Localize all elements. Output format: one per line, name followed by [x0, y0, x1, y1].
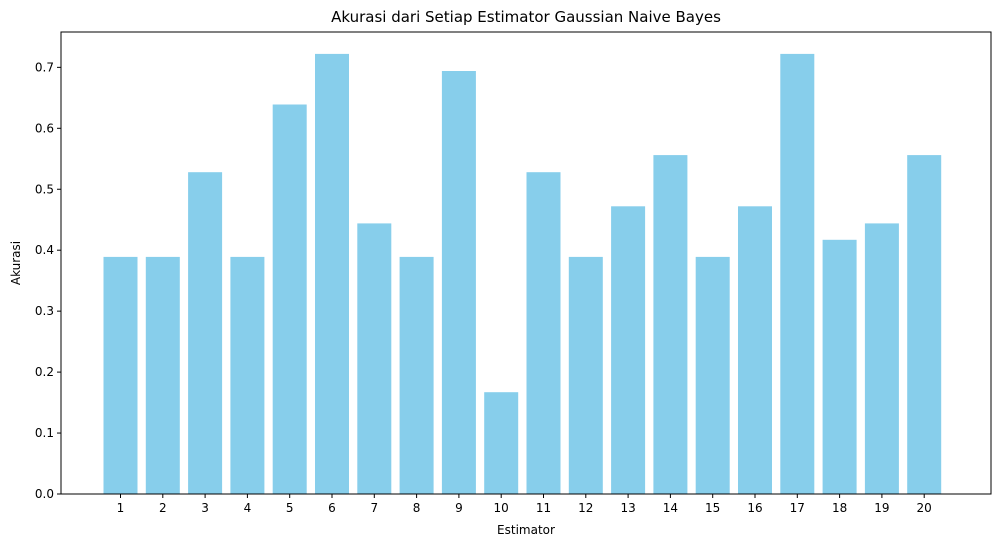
- bars-group: [103, 53, 942, 495]
- x-tick-label: 18: [832, 501, 847, 515]
- y-tick-label: 0.2: [35, 365, 54, 379]
- x-tick-label: 20: [917, 501, 932, 515]
- bar-15: [695, 256, 730, 494]
- x-tick-label: 8: [413, 501, 421, 515]
- y-tick-label: 0.3: [35, 304, 54, 318]
- x-axis-label: Estimator: [497, 523, 555, 537]
- x-tick-label: 1: [117, 501, 125, 515]
- bar-2: [145, 256, 180, 494]
- x-tick-label: 4: [244, 501, 252, 515]
- chart-title: Akurasi dari Setiap Estimator Gaussian N…: [331, 8, 721, 26]
- plot-frame: [60, 31, 992, 495]
- x-tick-label: 6: [328, 501, 336, 515]
- bar-8: [399, 256, 434, 494]
- x-tick-label: 13: [620, 501, 635, 515]
- bar-13: [611, 206, 646, 495]
- x-tick-label: 9: [455, 501, 463, 515]
- bar-17: [780, 53, 815, 495]
- x-tick-label: 16: [747, 501, 762, 515]
- x-tick-label: 7: [370, 501, 378, 515]
- y-tick-label: 0.7: [35, 60, 54, 74]
- x-tick-label: 10: [494, 501, 509, 515]
- bar-10: [484, 392, 519, 494]
- bar-6: [315, 53, 349, 495]
- bar-5: [272, 104, 307, 494]
- bar-14: [653, 155, 688, 494]
- bar-7: [357, 223, 392, 494]
- x-tick-label: 5: [286, 501, 294, 515]
- x-tick-label: 17: [790, 501, 805, 515]
- bar-9: [441, 71, 476, 494]
- x-tick-label: 19: [874, 501, 889, 515]
- x-tick-label: 3: [201, 501, 209, 515]
- y-tick-label: 0.6: [35, 121, 54, 135]
- x-tick-label: 11: [536, 501, 551, 515]
- bar-19: [864, 223, 899, 494]
- y-tick-label: 0.5: [35, 182, 54, 196]
- bar-4: [230, 256, 265, 494]
- y-tick-label: 0.0: [35, 487, 54, 501]
- bar-12: [568, 256, 603, 494]
- bar-16: [738, 206, 772, 495]
- bar-3: [188, 172, 223, 494]
- bar-11: [526, 172, 561, 494]
- x-tick-label: 15: [705, 501, 720, 515]
- y-axis: 0.0 0.1 0.2 0.3 0.4 0.5 0.6 0.7: [35, 60, 61, 501]
- bar-18: [822, 239, 857, 494]
- x-tick-label: 14: [663, 501, 678, 515]
- y-tick-label: 0.1: [35, 426, 54, 440]
- bar-1: [103, 256, 138, 494]
- bar-20: [907, 155, 942, 494]
- x-tick-label: 12: [578, 501, 593, 515]
- y-tick-label: 0.4: [35, 243, 54, 257]
- x-axis: 1 2 3 4 5 6 7 8 9 10 11 12 13 14 15 16 17 18 19 20: [117, 494, 932, 515]
- x-tick-label: 2: [159, 501, 167, 515]
- y-axis-label: Akurasi: [9, 241, 23, 285]
